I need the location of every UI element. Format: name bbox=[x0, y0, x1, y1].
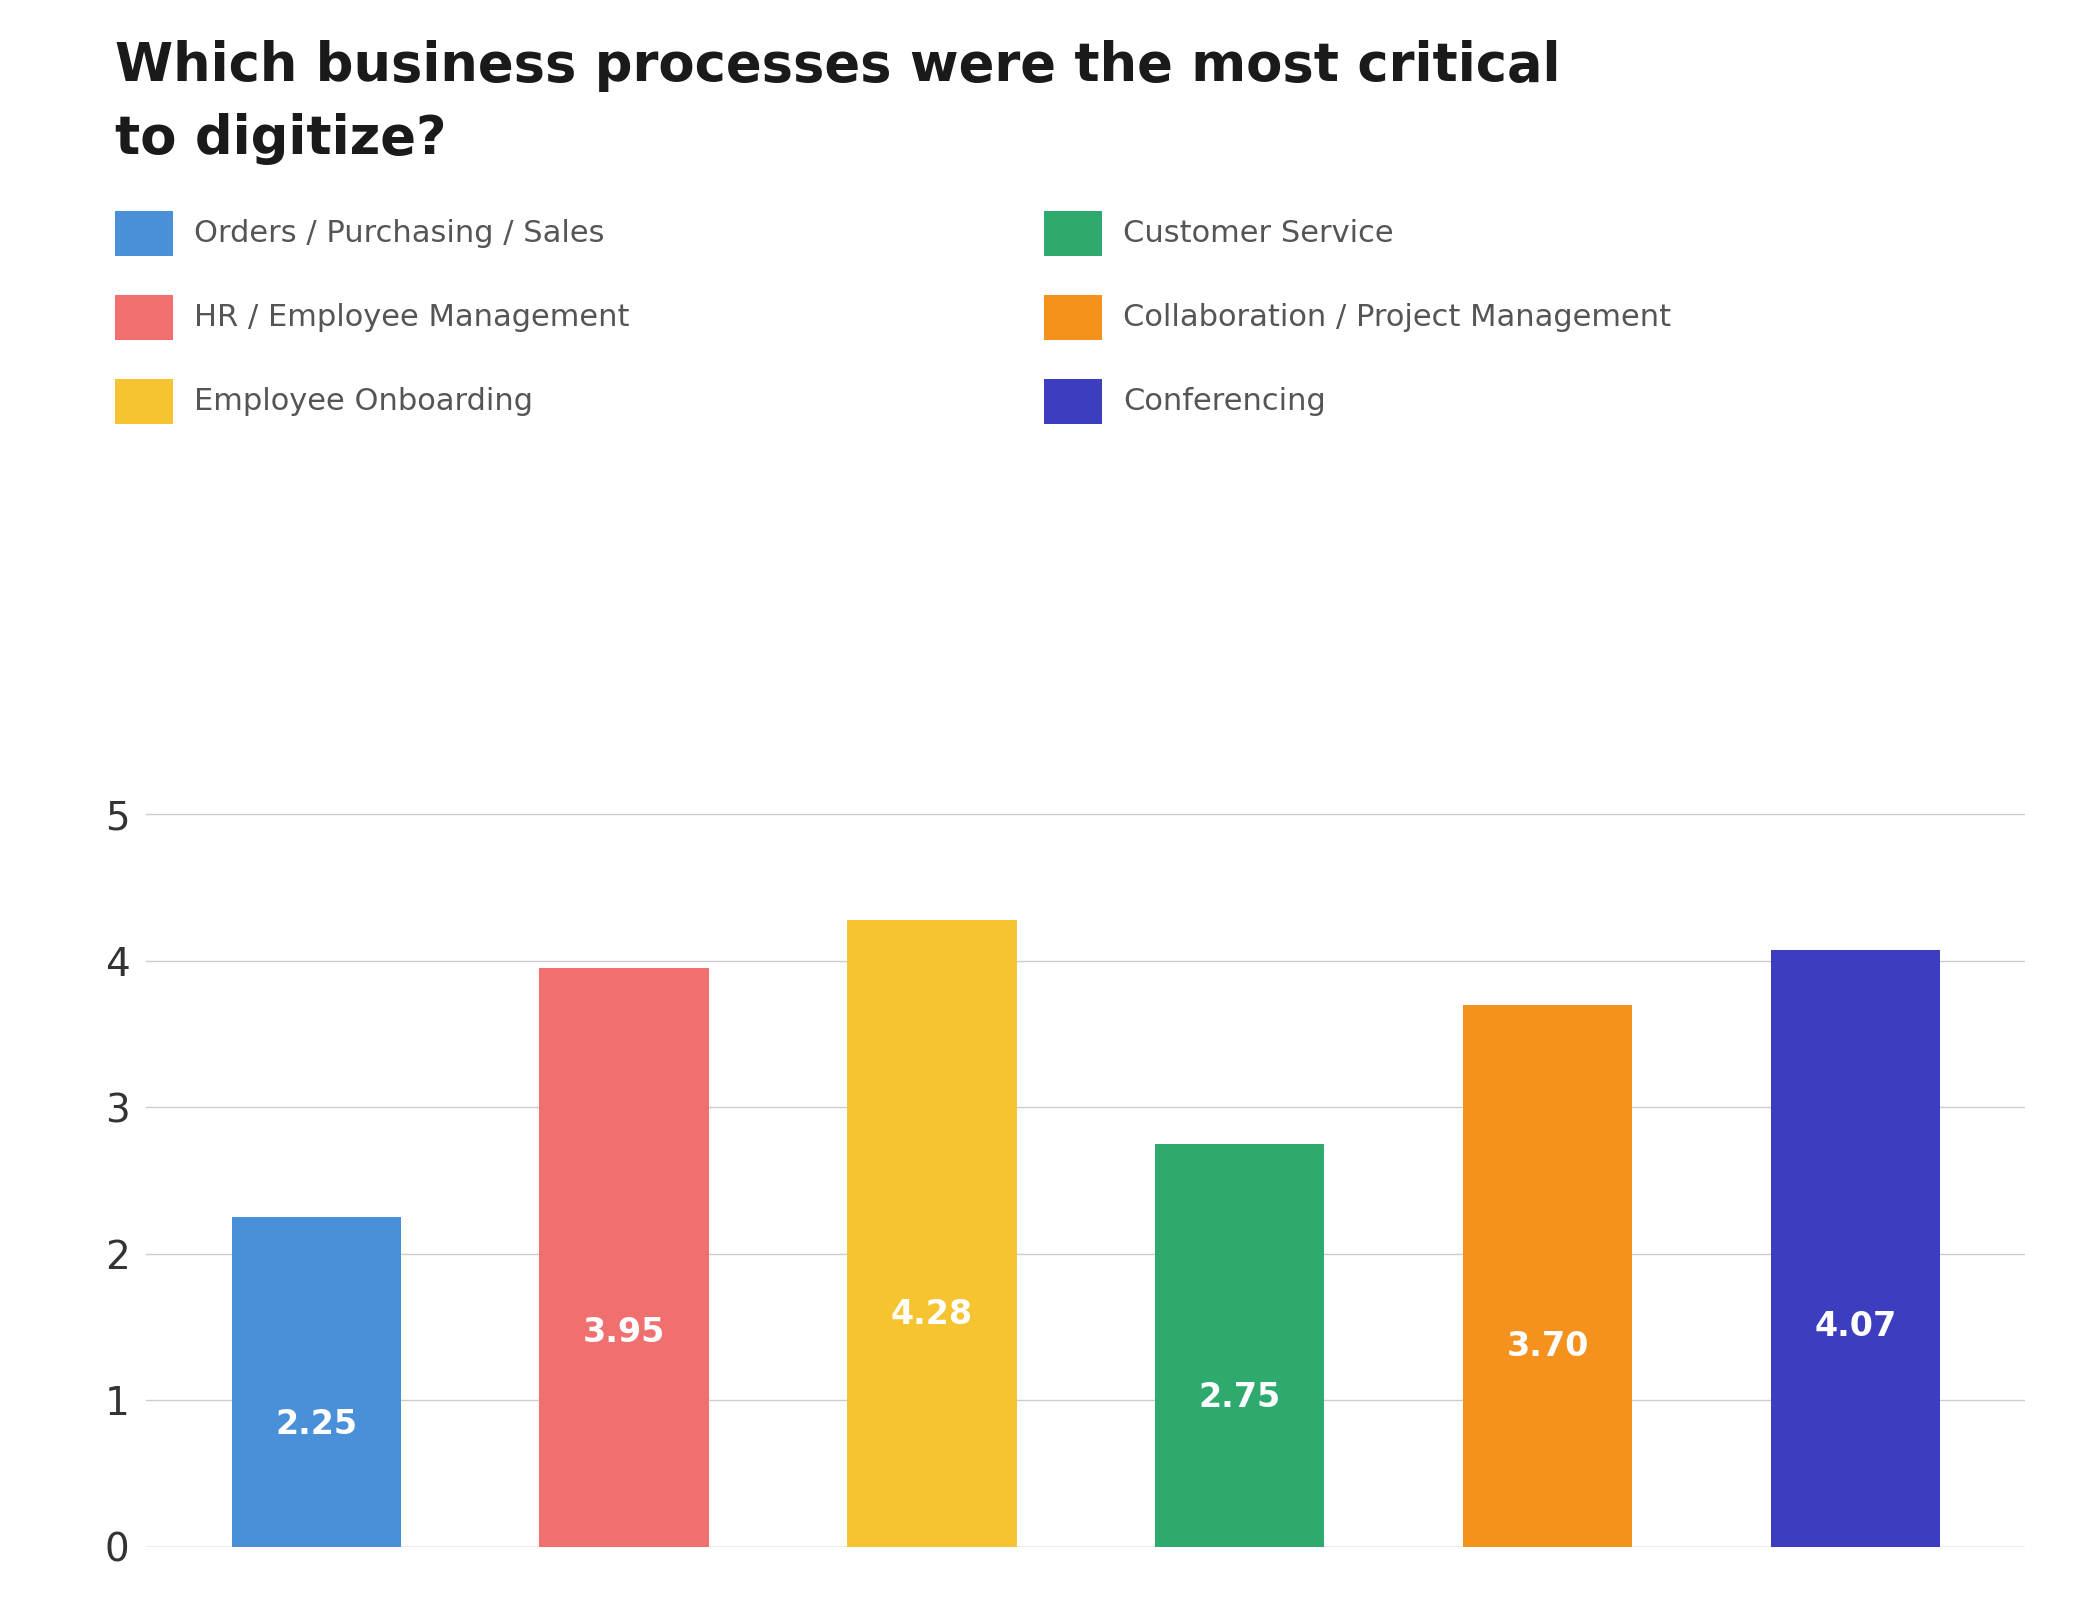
Text: Conferencing: Conferencing bbox=[1123, 387, 1326, 416]
Bar bbox=[848, 920, 1017, 1547]
Bar bbox=[539, 968, 708, 1547]
Text: 4.28: 4.28 bbox=[892, 1298, 973, 1331]
Bar bbox=[1155, 1144, 1324, 1547]
Text: 3.70: 3.70 bbox=[1505, 1329, 1589, 1363]
Text: Orders / Purchasing / Sales: Orders / Purchasing / Sales bbox=[194, 219, 606, 248]
Text: HR / Employee Management: HR / Employee Management bbox=[194, 303, 631, 332]
Text: to digitize?: to digitize? bbox=[115, 113, 447, 164]
Text: 4.07: 4.07 bbox=[1814, 1310, 1896, 1342]
Text: Employee Onboarding: Employee Onboarding bbox=[194, 387, 532, 416]
Bar bbox=[1464, 1005, 1633, 1547]
Bar bbox=[1771, 950, 1940, 1547]
Text: 2.75: 2.75 bbox=[1199, 1381, 1280, 1414]
Text: 3.95: 3.95 bbox=[583, 1316, 666, 1348]
Text: Customer Service: Customer Service bbox=[1123, 219, 1395, 248]
Text: Which business processes were the most critical: Which business processes were the most c… bbox=[115, 40, 1560, 92]
Text: 2.25: 2.25 bbox=[276, 1408, 357, 1442]
Bar bbox=[232, 1216, 401, 1547]
Text: Collaboration / Project Management: Collaboration / Project Management bbox=[1123, 303, 1672, 332]
